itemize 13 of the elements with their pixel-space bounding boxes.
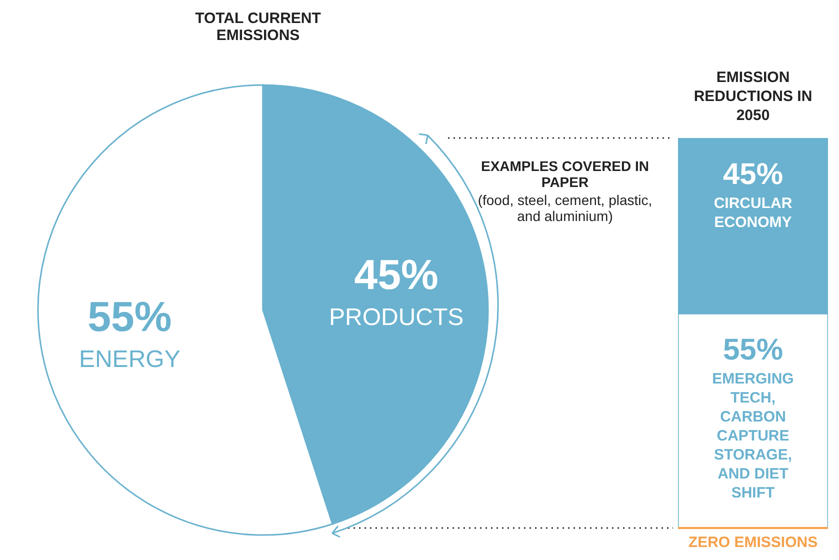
slice-label: PRODUCTS xyxy=(329,304,464,331)
text: EXAMPLES COVERED IN PAPER xyxy=(480,158,650,190)
data-label: 45% xyxy=(354,250,438,298)
text: (food, steel, cement, plastic, and aluminium) xyxy=(476,192,654,224)
series-label: CIRCULAR ECONOMY xyxy=(714,195,792,231)
slice-label: ENERGY xyxy=(78,346,180,374)
data-label: 55% xyxy=(88,293,172,340)
chart-title: EMISSION REDUCTIONS IN 2050 xyxy=(693,68,813,125)
data-label: 45% xyxy=(722,158,784,191)
data-label: 55% xyxy=(722,334,784,366)
series-label: EMERGING TECH, CARBON CAPTURE STORAGE, AND DIET SHIFT xyxy=(712,370,794,502)
chart-title: TOTAL CURRENT EMISSIONS xyxy=(194,10,322,44)
ref-line-label: ZERO EMISSIONS xyxy=(688,534,818,551)
